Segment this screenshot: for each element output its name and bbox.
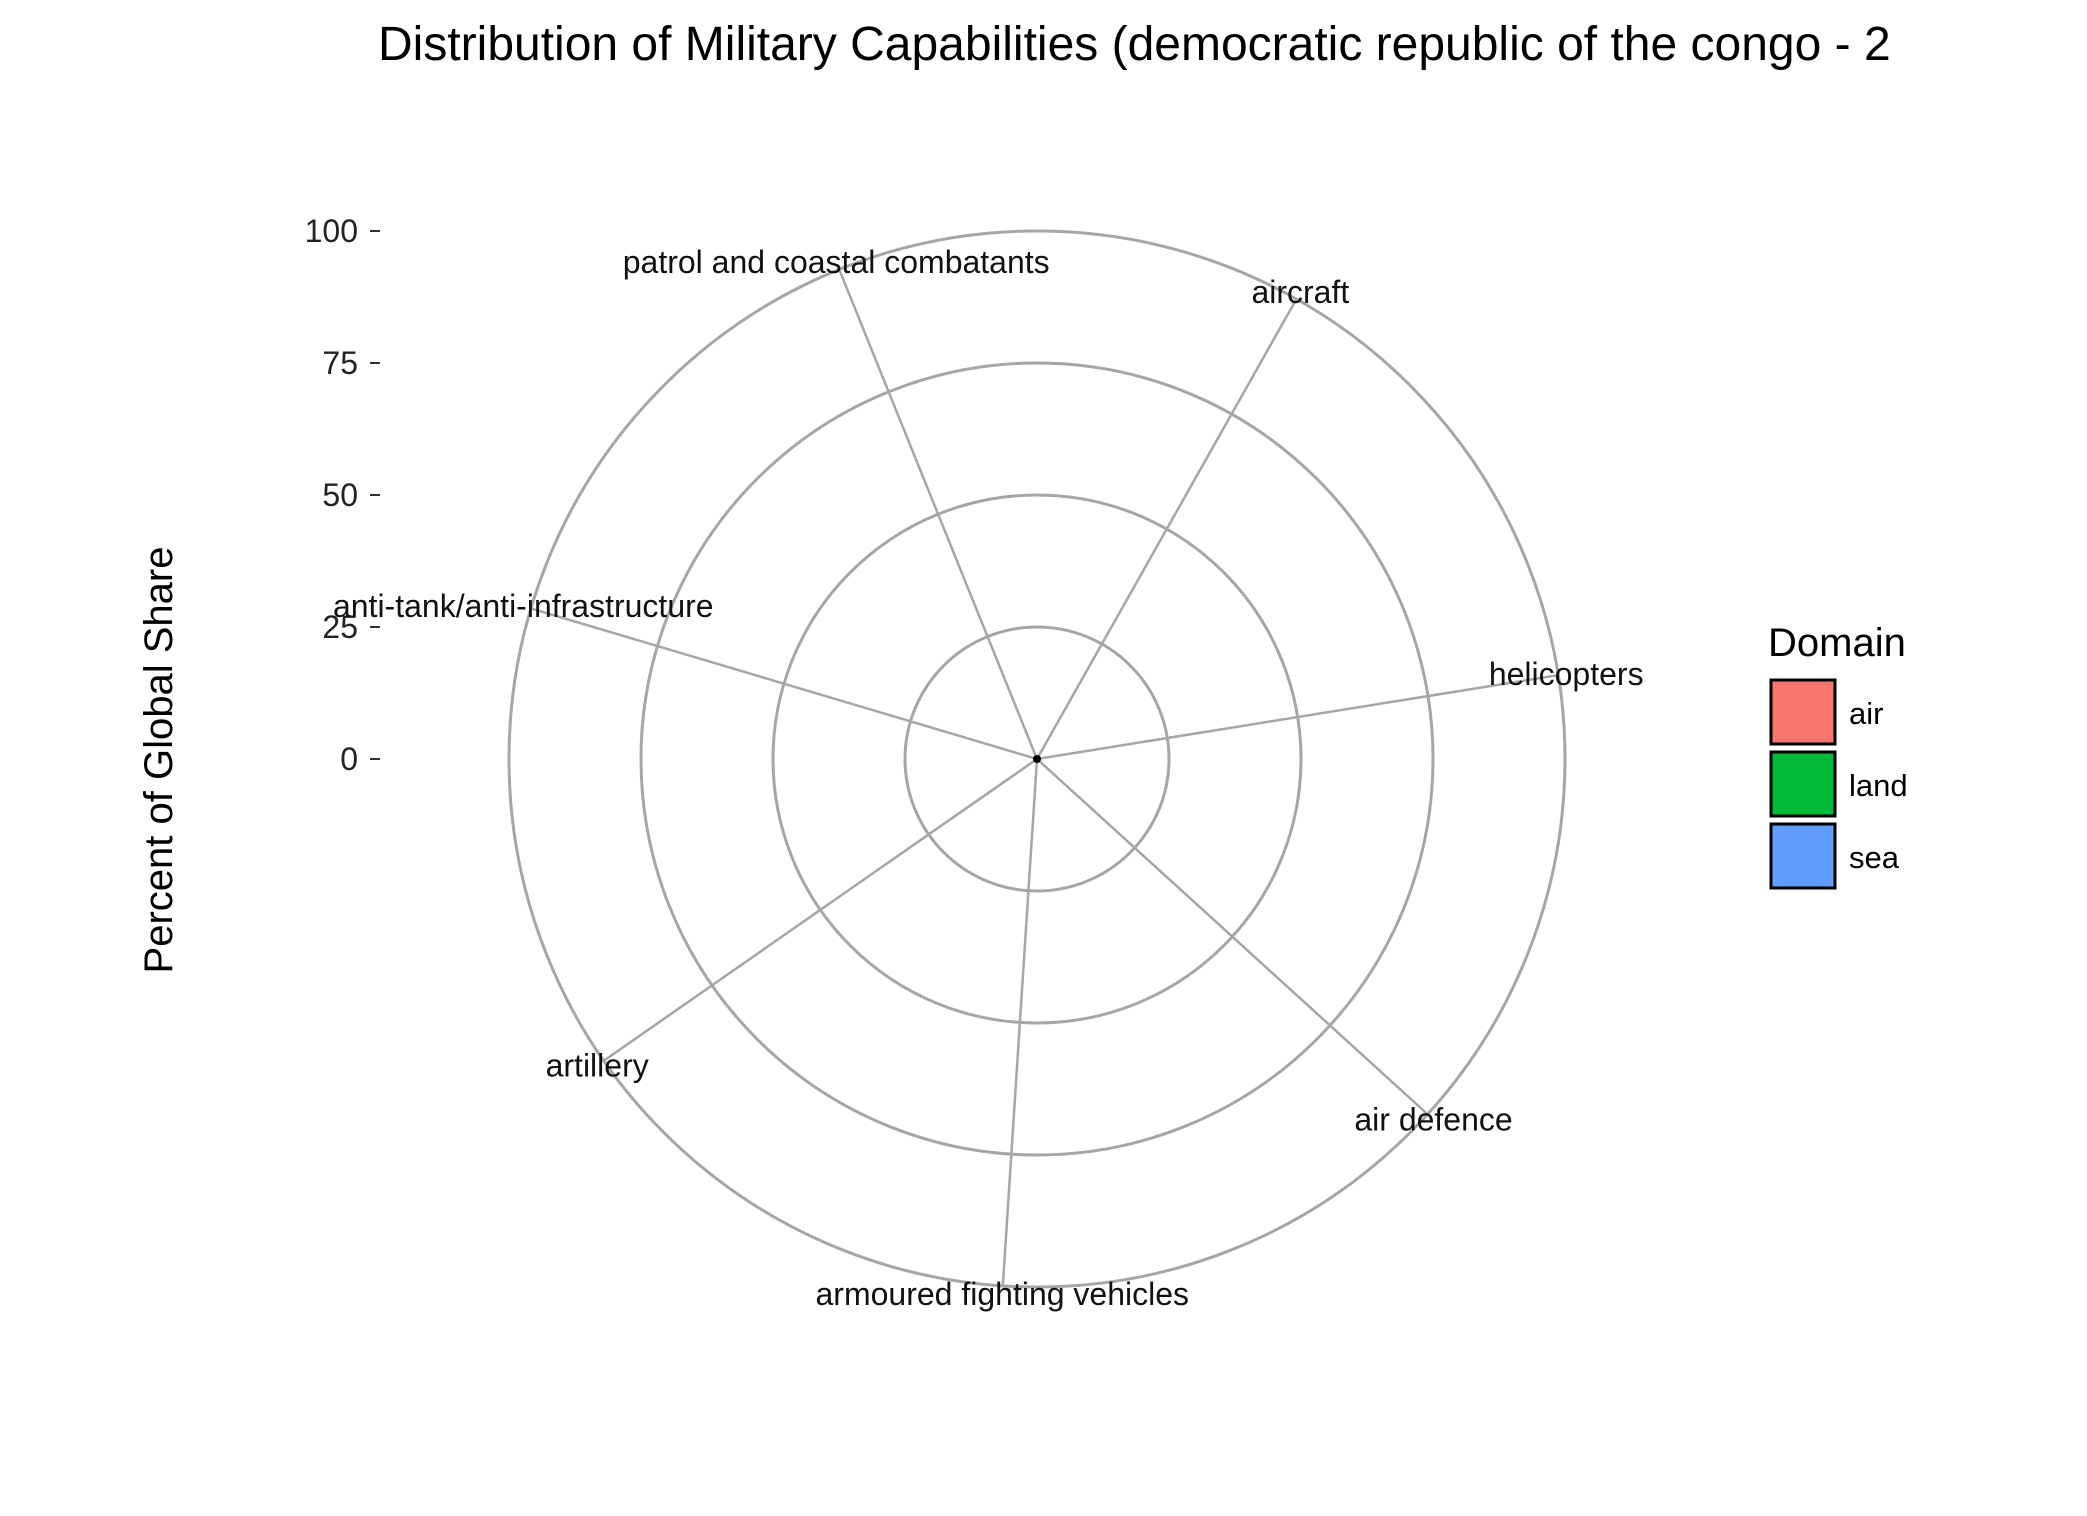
legend: Domain air land sea [1768,621,1908,890]
legend-title: Domain [1768,621,1906,665]
polar-grid [507,229,1567,1289]
chart-title: Distribution of Military Capabilities (d… [378,18,1891,71]
grid-spoke [530,607,1038,761]
grid-spoke [1036,758,1429,1116]
category-label: patrol and coastal combatants [623,244,1050,280]
grid-spoke [1035,298,1298,760]
category-label: anti-tank/anti-infrastructure [333,588,714,624]
center-point [1033,755,1041,763]
legend-key-air [1769,678,1837,746]
grid-spoke [1036,673,1559,761]
category-label: air defence [1354,1102,1512,1138]
legend-key-sea [1769,822,1837,890]
y-tick-label: 100 [305,213,358,249]
grid-spoke [1001,758,1039,1286]
legend-key-land [1769,750,1837,818]
y-tick-label: 0 [340,741,358,777]
grid-spoke [838,268,1039,760]
legend-label-sea: sea [1849,840,1900,875]
grid-circle-75 [639,361,1435,1157]
y-tick-label: 75 [322,345,358,381]
category-label: armoured fighting vehicles [816,1276,1190,1312]
grid-circle-100 [507,229,1567,1289]
grid-circle-50 [771,493,1303,1025]
category-label: artillery [546,1047,649,1083]
category-label: aircraft [1251,274,1349,310]
legend-label-air: air [1849,696,1883,731]
y-axis-title: Percent of Global Share [137,547,181,974]
y-axis-ticks: 0 25 50 75 100 [305,213,380,777]
y-tick-label: 50 [322,477,358,513]
legend-label-land: land [1849,768,1908,803]
category-labels: aircraft helicopters air defence armoured f… [333,244,1644,1312]
grid-circle-25 [903,625,1171,893]
grid-spoke [603,757,1038,1062]
category-label: helicopters [1489,656,1644,692]
y-tick-label: 25 [322,609,358,645]
